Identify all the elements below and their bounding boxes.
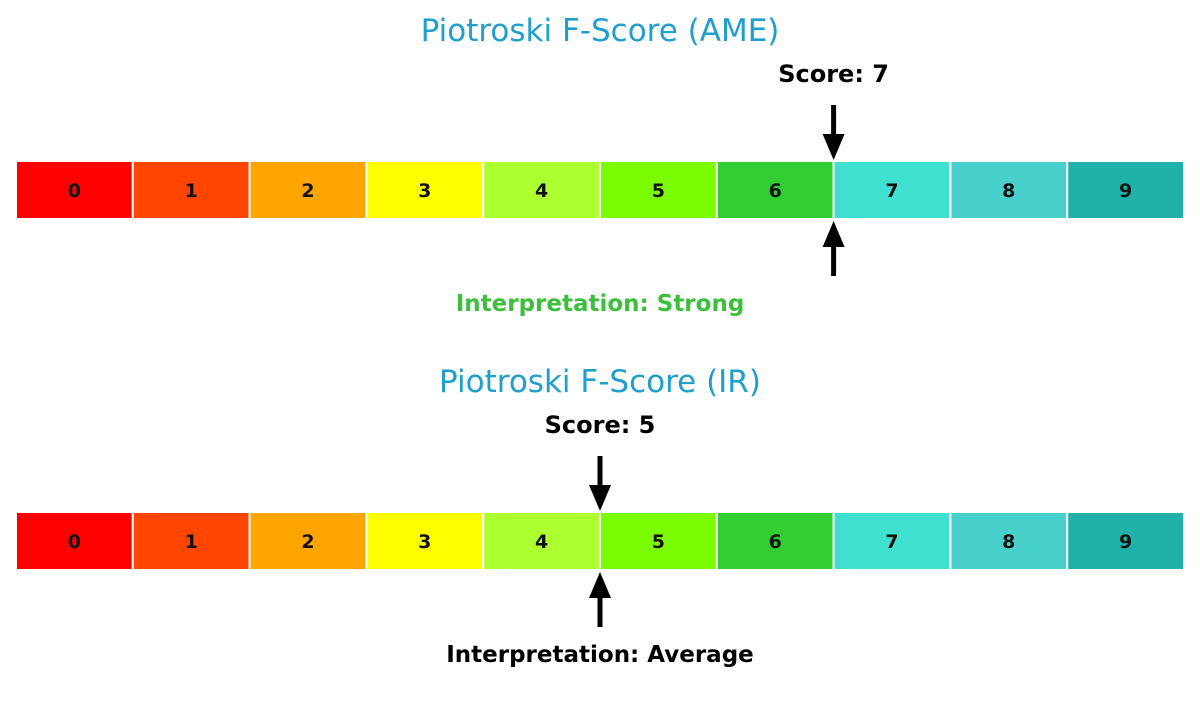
segment-label: 1 (185, 531, 198, 553)
chart-title: Piotroski F-Score (AME) (421, 13, 780, 49)
segment-label: 4 (535, 180, 548, 202)
segment-7 (832, 160, 952, 220)
arrow-down-icon (822, 134, 845, 160)
segment-label: 1 (185, 180, 198, 202)
segment-label: 3 (418, 180, 431, 202)
segment-6 (715, 160, 835, 220)
segment-label: 4 (535, 531, 548, 553)
segment-label: 8 (1002, 180, 1015, 202)
segment-8 (949, 160, 1069, 220)
segment-label: 7 (885, 531, 898, 553)
gauge-0: Piotroski F-Score (AME) Score: 7 0 1 2 3 4 5 6 7 8… (15, 13, 1185, 317)
segment-label: 5 (652, 531, 665, 553)
segment-1 (131, 160, 251, 220)
segment-6 (715, 511, 835, 571)
interpretation-label: Interpretation: Strong (456, 291, 745, 317)
segment-label: 7 (885, 180, 898, 202)
segment-5 (599, 511, 718, 571)
segment-label: 6 (769, 180, 782, 202)
segment-0 (15, 160, 134, 220)
arrow-up-icon (589, 572, 611, 598)
segment-label: 2 (301, 180, 314, 202)
segment-9 (1066, 511, 1185, 571)
arrow-down-icon (589, 485, 611, 511)
segment-label: 2 (301, 531, 314, 553)
segment-2 (248, 160, 368, 220)
segment-label: 5 (652, 180, 665, 202)
segment-label: 0 (68, 531, 81, 553)
segment-0 (15, 511, 134, 571)
score-label: Score: 7 (778, 60, 889, 88)
segment-label: 9 (1119, 180, 1132, 202)
chart-title: Piotroski F-Score (IR) (439, 364, 761, 400)
segment-5 (599, 160, 718, 220)
segment-label: 8 (1002, 531, 1015, 553)
segment-1 (131, 511, 251, 571)
score-label: Score: 5 (545, 411, 656, 439)
segment-3 (365, 511, 485, 571)
segment-label: 0 (68, 180, 81, 202)
interpretation-label: Interpretation: Average (446, 642, 754, 668)
segment-4 (482, 160, 602, 220)
segment-label: 6 (769, 531, 782, 553)
segment-label: 9 (1119, 531, 1132, 553)
segment-4 (482, 511, 602, 571)
arrow-up-icon (822, 221, 845, 247)
segment-label: 3 (418, 531, 431, 553)
segment-9 (1066, 160, 1185, 220)
gauge-1: Piotroski F-Score (IR) Score: 5 0 1 2 3 4 5 6 7 8 9… (15, 364, 1185, 668)
